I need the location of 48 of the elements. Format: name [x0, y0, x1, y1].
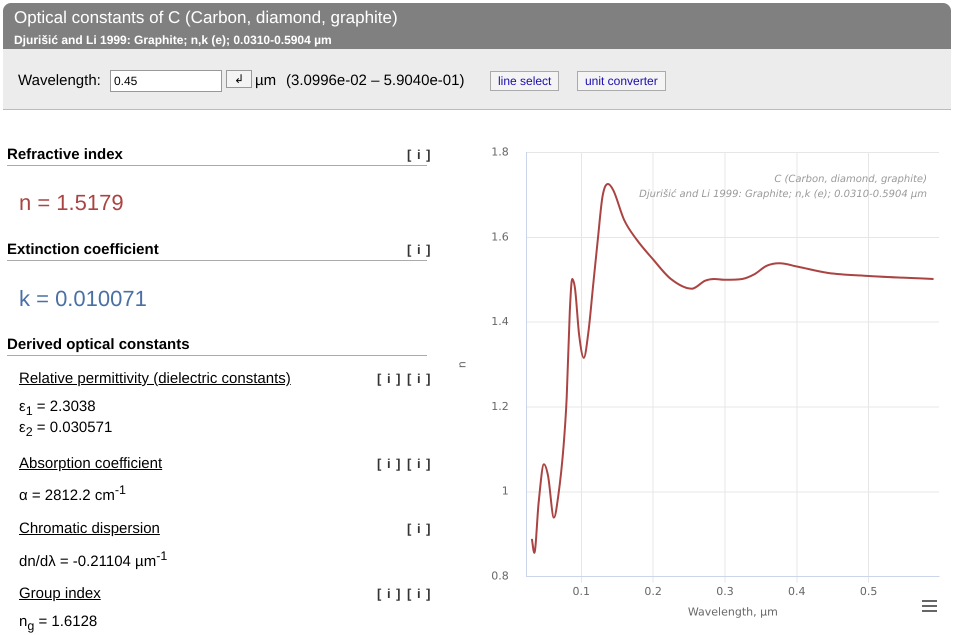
- text: dn/dλ = -0.21104 µm$^{-1}$: [19, 549, 168, 570]
- y-tick-label: 1.6: [491, 230, 509, 244]
- text: µm: [255, 72, 276, 89]
- text: ε$_{2}$ = 0.030571: [19, 419, 112, 439]
- text: (3.0996e-02 – 5.9040e-01): [286, 72, 464, 89]
- x-tick-label: 0.1: [572, 585, 590, 598]
- text: α = 2812.2 cm$^{-1}$: [19, 483, 126, 504]
- text: Group index: [19, 585, 101, 602]
- text: Refractive index: [7, 146, 123, 163]
- y-tick-label: 1.2: [491, 400, 509, 413]
- text: unit converter: [577, 71, 666, 91]
- text: Absorption coefficient: [19, 455, 162, 472]
- text: Djurišić and Li 1999: Graphite; n,k (e); 0.0310-0.5904 µm: [14, 33, 332, 47]
- text: 0.45: [110, 70, 222, 92]
- text: k = 0.010071: [19, 286, 147, 312]
- y-axis-title: n: [455, 361, 468, 368]
- text: line select: [490, 71, 560, 91]
- text: n = 1.5179: [19, 190, 124, 216]
- y-tick-label: 1.8: [491, 145, 509, 158]
- text: Extinction coefficient: [7, 241, 159, 258]
- text: Wavelength:: [18, 72, 101, 89]
- x-tick-label: 0.5: [860, 585, 878, 598]
- text: [ i ]: [407, 242, 432, 257]
- y-tick-label: 0.8: [491, 569, 509, 582]
- text: ε$_{1}$ = 2.3038: [19, 398, 96, 418]
- text: [ i ]: [377, 371, 402, 386]
- text: Chromatic dispersion: [19, 520, 160, 537]
- text: [ i ]: [407, 371, 432, 386]
- text: [ i ]: [377, 586, 402, 601]
- annotation: C (Carbon, diamond, graphite): [774, 174, 927, 186]
- text: [ i ]: [407, 521, 432, 536]
- text: Relative permittivity (dielectric constants): [19, 370, 291, 387]
- text: [ i ]: [377, 456, 402, 471]
- x-tick-label: 0.4: [788, 585, 806, 598]
- x-tick-label: 0.2: [644, 585, 662, 598]
- text: [ i ]: [407, 586, 432, 601]
- text: n$_{g}$ = 1.6128: [19, 613, 98, 633]
- line-series: [530, 182, 935, 554]
- text: Derived optical constants: [7, 336, 190, 353]
- y-tick-label: 1.4: [491, 315, 509, 328]
- text: [ i ]: [407, 147, 432, 162]
- x-tick-label: 0.3: [716, 585, 734, 598]
- text: [ i ]: [407, 456, 432, 471]
- text: Optical constants of C (Carbon, diamond, graphite): [14, 8, 398, 28]
- text: ↲: [226, 70, 252, 88]
- x-axis-title: Wavelength, µm: [688, 605, 778, 618]
- y-tick-label: 1: [502, 484, 509, 498]
- annotation: Djurišić and Li 1999: Graphite; n,k (e); 0.0310-0.5904 µm: [639, 189, 928, 200]
